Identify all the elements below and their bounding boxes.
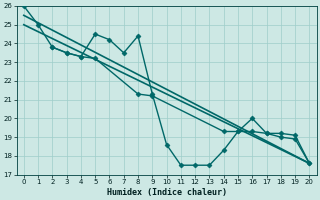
X-axis label: Humidex (Indice chaleur): Humidex (Indice chaleur)	[107, 188, 227, 197]
